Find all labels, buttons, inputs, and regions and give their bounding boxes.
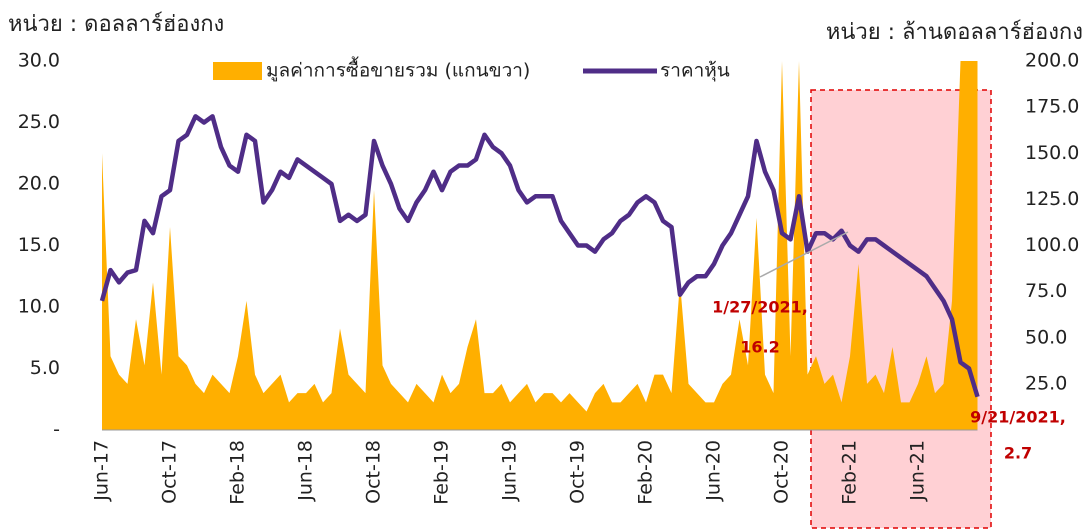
annotation-text: 16.2: [740, 338, 779, 357]
price-line: [99, 114, 980, 398]
annotation-text: 2.7: [1004, 444, 1032, 463]
y-tick-label: 15.0: [18, 234, 60, 256]
annotation-text: 9/21/2021,: [970, 408, 1066, 427]
y2-tick-label: 50.0: [1025, 326, 1067, 348]
y-tick-label: 20.0: [18, 173, 60, 195]
y2-tick-label: 100.0: [1025, 234, 1079, 256]
legend-label: ราคาหุ้น: [660, 60, 730, 83]
y2-tick-label: 175.0: [1025, 96, 1079, 118]
x-tick-label: Oct-20: [771, 440, 793, 504]
x-tick-label: Oct-19: [567, 440, 589, 504]
legend-swatch: [213, 62, 262, 80]
left-unit: หน่วย : ดอลลาร์ฮ่องกง: [8, 12, 224, 37]
x-tick-label: Jun-17: [91, 440, 113, 502]
annotation-connector: [759, 231, 849, 278]
y2-tick-label: 200.0: [1025, 50, 1079, 72]
x-tick-label: Oct-17: [159, 440, 181, 504]
y-tick-label: 10.0: [18, 296, 60, 318]
x-tick-label: Jun-19: [499, 440, 521, 502]
y-tick-label: 5.0: [30, 357, 60, 379]
y-tick-label: -: [53, 419, 60, 441]
legend-label: มูลค่าการซื้อขายรวม (แกนขวา): [266, 57, 530, 82]
x-tick-label: Jun-18: [295, 440, 317, 502]
x-tick-label: Oct-18: [363, 440, 385, 504]
x-tick-label: Jun-20: [703, 440, 725, 502]
x-tick-label: Feb-21: [839, 440, 861, 505]
x-tick-label: Feb-18: [227, 440, 249, 505]
plot-area: - 5.0 10.0 15.0 20.0 25.0 30.0 25.0 50.0 75.0 100.…: [18, 50, 1080, 505]
y2-tick-label: 125.0: [1025, 188, 1079, 210]
x-tick-label: Feb-20: [635, 440, 657, 505]
annotation-text: 1/27/2021,: [712, 298, 808, 317]
y2-tick-label: 150.0: [1025, 142, 1079, 164]
x-tick-label: Feb-19: [431, 440, 453, 505]
right-unit: หน่วย : ล้านดอลลาร์ฮ่องกง: [826, 20, 1083, 45]
y2-tick-label: 25.0: [1025, 372, 1067, 394]
y2-tick-label: 75.0: [1025, 280, 1067, 302]
x-tick-label: Jun-21: [907, 440, 929, 502]
y-tick-label: 30.0: [18, 50, 60, 72]
volume-area: [102, 61, 978, 430]
y-tick-label: 25.0: [18, 111, 60, 133]
